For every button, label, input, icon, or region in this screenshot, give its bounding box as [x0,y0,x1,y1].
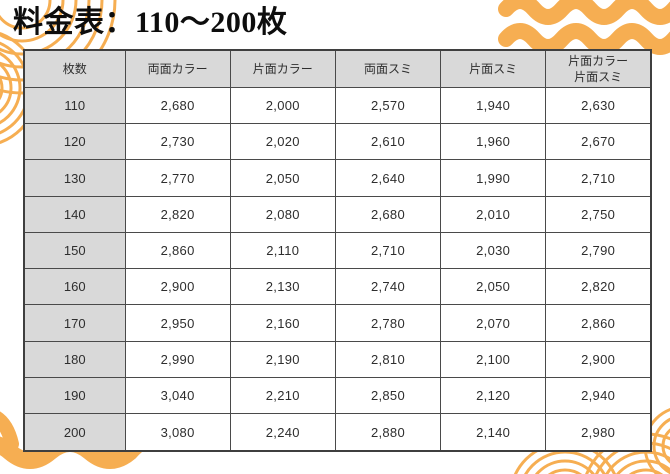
row-quantity: 150 [23,231,126,270]
price-table: 枚数 両面カラー 片面カラー 両面スミ 片面スミ 片面カラー 片面スミ 110 2,680 2… [23,49,652,452]
price-cell: 2,990 [124,340,231,378]
row-quantity: 170 [23,304,126,342]
table-row: 130 2,770 2,050 2,640 1,990 2,710 [23,159,652,197]
price-cell: 2,810 [334,340,442,378]
price-cell: 2,190 [229,340,336,378]
price-cell: 1,960 [440,123,547,161]
table-row: 200 3,080 2,240 2,880 2,140 2,980 [23,413,652,452]
price-cell: 2,570 [334,86,442,125]
price-cell: 2,680 [334,195,442,233]
price-cell: 2,710 [334,231,442,270]
price-cell: 2,820 [124,195,231,233]
price-cell: 2,240 [229,413,336,452]
price-cell: 2,670 [545,123,652,161]
table-row: 140 2,820 2,080 2,680 2,010 2,750 [23,195,652,233]
price-cell: 2,710 [545,159,652,197]
column-header: 枚数 [23,49,126,88]
price-cell: 2,610 [334,123,442,161]
header-row: 枚数 両面カラー 片面カラー 両面スミ 片面スミ 片面カラー 片面スミ [23,49,652,88]
price-table-body: 110 2,680 2,000 2,570 1,940 2,630 120 2,730 2,02… [23,86,652,452]
table-row: 120 2,730 2,020 2,610 1,960 2,670 [23,123,652,161]
price-cell: 2,780 [334,304,442,342]
column-header: 片面カラー [229,49,336,88]
price-cell: 2,730 [124,123,231,161]
price-cell: 2,120 [440,376,547,415]
price-cell: 2,030 [440,231,547,270]
price-cell: 2,790 [545,231,652,270]
row-quantity: 200 [23,413,126,452]
price-cell: 2,850 [334,376,442,415]
price-cell: 3,040 [124,376,231,415]
price-cell: 2,020 [229,123,336,161]
price-cell: 2,750 [545,195,652,233]
table-row: 160 2,900 2,130 2,740 2,050 2,820 [23,268,652,306]
price-cell: 1,940 [440,86,547,125]
table-row: 180 2,990 2,190 2,810 2,100 2,900 [23,340,652,378]
price-cell: 2,140 [440,413,547,452]
price-cell: 2,820 [545,268,652,306]
row-quantity: 180 [23,340,126,378]
table-row: 190 3,040 2,210 2,850 2,120 2,940 [23,376,652,415]
price-cell: 2,860 [124,231,231,270]
price-cell: 1,990 [440,159,547,197]
price-cell: 2,160 [229,304,336,342]
price-cell: 2,860 [545,304,652,342]
price-cell: 2,050 [440,268,547,306]
price-cell: 2,050 [229,159,336,197]
price-cell: 2,210 [229,376,336,415]
column-header: 片面スミ [440,49,547,88]
row-quantity: 110 [23,86,126,125]
price-cell: 2,130 [229,268,336,306]
price-cell: 2,900 [124,268,231,306]
row-quantity: 190 [23,376,126,415]
price-table-header: 枚数 両面カラー 片面カラー 両面スミ 片面スミ 片面カラー 片面スミ [23,49,652,88]
price-cell: 2,640 [334,159,442,197]
price-cell: 2,630 [545,86,652,125]
price-cell: 2,950 [124,304,231,342]
price-cell: 2,080 [229,195,336,233]
waves-top-right-icon [498,0,670,55]
table-row: 110 2,680 2,000 2,570 1,940 2,630 [23,86,652,125]
table-row: 170 2,950 2,160 2,780 2,070 2,860 [23,304,652,342]
price-cell: 2,900 [545,340,652,378]
column-header: 片面カラー 片面スミ [545,49,652,88]
price-cell: 2,110 [229,231,336,270]
table-row: 150 2,860 2,110 2,710 2,030 2,790 [23,231,652,270]
price-cell: 2,010 [440,195,547,233]
price-cell: 2,770 [124,159,231,197]
price-cell: 2,880 [334,413,442,452]
price-cell: 2,940 [545,376,652,415]
rings-top-left-icon [0,0,117,95]
column-header: 両面カラー [124,49,231,88]
page-title: 料金表：110〜200枚 [13,6,288,39]
row-quantity: 140 [23,195,126,233]
row-quantity: 160 [23,268,126,306]
price-cell: 2,680 [124,86,231,125]
price-cell: 2,980 [545,413,652,452]
column-header: 両面スミ [334,49,442,88]
price-cell: 2,000 [229,86,336,125]
row-quantity: 130 [23,159,126,197]
price-cell: 3,080 [124,413,231,452]
price-cell: 2,100 [440,340,547,378]
price-cell: 2,740 [334,268,442,306]
price-cell: 2,070 [440,304,547,342]
row-quantity: 120 [23,123,126,161]
